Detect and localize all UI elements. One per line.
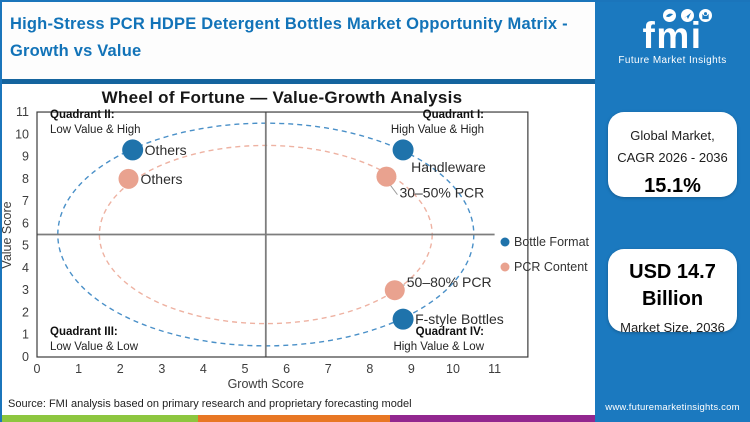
person-icon: [699, 9, 712, 22]
strip-segment-orange: [198, 415, 390, 422]
svg-text:0: 0: [34, 362, 41, 376]
svg-text:0: 0: [22, 350, 29, 364]
svg-text:7: 7: [22, 194, 29, 208]
svg-text:F-style Bottles: F-style Bottles: [415, 311, 504, 327]
footer-strip: [0, 415, 595, 422]
svg-text:Low Value & High: Low Value & High: [50, 124, 141, 136]
svg-text:3: 3: [22, 283, 29, 297]
svg-text:5: 5: [22, 239, 29, 253]
logo-tagline: Future Market Insights: [618, 55, 727, 67]
cagr-value: 15.1%: [644, 175, 701, 198]
svg-text:Handleware: Handleware: [411, 159, 486, 175]
svg-text:4: 4: [22, 261, 29, 275]
svg-text:6: 6: [22, 216, 29, 230]
page-title: High-Stress PCR HDPE Detergent Bottles M…: [10, 15, 568, 61]
bird-icon: [663, 9, 676, 22]
svg-text:Growth Score: Growth Score: [228, 377, 304, 391]
svg-text:4: 4: [200, 362, 207, 376]
header: High-Stress PCR HDPE Detergent Bottles M…: [0, 0, 595, 79]
website-link[interactable]: www.futuremarketinsights.com: [605, 402, 740, 413]
svg-text:2: 2: [117, 362, 124, 376]
svg-text:9: 9: [22, 150, 29, 164]
frame-border-top: [0, 0, 750, 2]
svg-text:High Value & Low: High Value & Low: [393, 341, 484, 353]
svg-text:Others: Others: [141, 171, 183, 187]
value-growth-chart: Wheel of Fortune — Value-Growth Analysis…: [0, 88, 590, 391]
svg-text:Quadrant IV:: Quadrant IV:: [416, 326, 484, 338]
svg-text:10: 10: [15, 127, 29, 141]
source-text: Source: FMI analysis based on primary re…: [8, 398, 412, 410]
svg-text:5: 5: [242, 362, 249, 376]
market-size-card: USD 14.7 Billion Market Size, 2036: [608, 249, 737, 335]
svg-text:Quadrant I:: Quadrant I:: [423, 109, 484, 121]
svg-text:10: 10: [446, 362, 460, 376]
svg-text:11: 11: [16, 105, 29, 119]
header-divider: [0, 79, 597, 84]
svg-text:8: 8: [22, 172, 29, 186]
svg-text:2: 2: [22, 305, 29, 319]
svg-text:PCR Content: PCR Content: [514, 260, 588, 274]
strip-segment-purple: [390, 415, 595, 422]
svg-text:1: 1: [22, 328, 29, 342]
market-size-value: USD 14.7 Billion: [629, 261, 716, 310]
strip-segment-green: [0, 415, 198, 422]
svg-text:3: 3: [158, 362, 165, 376]
svg-text:Value Score: Value Score: [0, 201, 14, 268]
svg-text:Others: Others: [145, 142, 187, 158]
logo-wordmark: fmi: [642, 15, 703, 56]
svg-text:30–50% PCR: 30–50% PCR: [399, 185, 484, 201]
frame-border-left: [0, 0, 2, 422]
svg-text:7: 7: [325, 362, 332, 376]
svg-text:1: 1: [75, 362, 82, 376]
svg-text:High Value & High: High Value & High: [391, 124, 484, 136]
svg-text:Quadrant II:: Quadrant II:: [50, 109, 115, 121]
cagr-card-line2: CAGR 2026 - 2036: [617, 150, 728, 166]
logo-dots: [595, 9, 750, 23]
right-panel: fmi Future Market Insights Global Market…: [595, 0, 750, 422]
svg-text:6: 6: [283, 362, 290, 376]
svg-text:11: 11: [488, 362, 501, 376]
svg-text:Bottle Format: Bottle Format: [514, 235, 590, 249]
svg-text:Low Value & Low: Low Value & Low: [50, 341, 139, 353]
svg-text:8: 8: [366, 362, 373, 376]
market-size-label: Market Size, 2036: [620, 320, 725, 335]
cagr-card: Global Market, CAGR 2026 - 2036 15.1%: [608, 112, 737, 197]
cagr-card-line1: Global Market,: [630, 128, 715, 143]
svg-text:9: 9: [408, 362, 415, 376]
svg-text:50–80% PCR: 50–80% PCR: [407, 274, 492, 290]
svg-text:Quadrant III:: Quadrant III:: [50, 326, 118, 338]
svg-text:Wheel of Fortune — Value-Growt: Wheel of Fortune — Value-Growth Analysis: [102, 88, 463, 107]
source-bar: Source: FMI analysis based on primary re…: [0, 393, 595, 415]
fmi-logo: fmi Future Market Insights: [595, 9, 750, 66]
chart-area: Wheel of Fortune — Value-Growth Analysis…: [0, 85, 595, 393]
paper-plane-icon: [681, 9, 694, 22]
